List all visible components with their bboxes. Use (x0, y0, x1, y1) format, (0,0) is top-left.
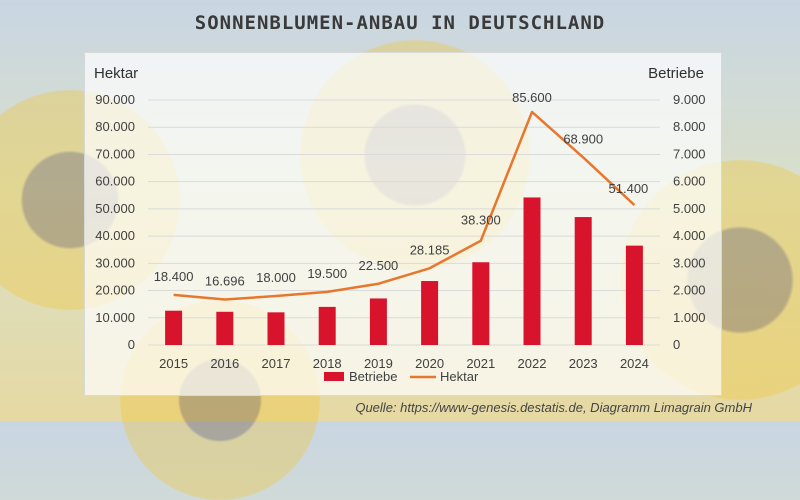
bar-betriebe (165, 311, 182, 345)
y-tick-right: 9.000 (673, 92, 706, 107)
bar-betriebe (524, 197, 541, 345)
bar-betriebe (626, 246, 643, 345)
bar-betriebe (472, 262, 489, 345)
y-tick-left: 60.000 (95, 174, 135, 189)
y-tick-left: 20.000 (95, 283, 135, 298)
data-label-hektar: 38.300 (461, 213, 501, 228)
bar-betriebe (319, 307, 336, 345)
y-tick-right: 1.000 (673, 310, 706, 325)
x-tick-label: 2016 (210, 356, 239, 371)
y-tick-left: 0 (128, 337, 135, 352)
bar-betriebe (216, 312, 233, 345)
bar-betriebe (575, 217, 592, 345)
source-note: Quelle: https://www-genesis.destatis.de,… (0, 400, 752, 415)
y-tick-right: 6.000 (673, 174, 706, 189)
legend-label-hektar: Hektar (440, 369, 479, 384)
y-tick-left: 70.000 (95, 146, 135, 161)
legend-swatch-betriebe (324, 372, 344, 381)
y-tick-left: 40.000 (95, 228, 135, 243)
data-label-hektar: 18.400 (154, 269, 194, 284)
legend-label-betriebe: Betriebe (349, 369, 397, 384)
data-label-hektar: 85.600 (512, 90, 552, 105)
y-tick-right: 5.000 (673, 201, 706, 216)
bar-betriebe (421, 281, 438, 345)
data-label-hektar: 18.000 (256, 270, 296, 285)
y-tick-left: 80.000 (95, 119, 135, 134)
y-tick-left: 30.000 (95, 255, 135, 270)
chart: 18.400 16.696 18.000 19.500 22.500 28.185 38.3… (0, 0, 800, 421)
y-tick-right: 4.000 (673, 228, 706, 243)
x-tick-label: 2023 (569, 356, 598, 371)
y-tick-right: 7.000 (673, 146, 706, 161)
y-tick-right: 8.000 (673, 119, 706, 134)
y-axis-label-right: Betriebe (648, 65, 704, 82)
data-label-hektar: 22.500 (359, 258, 399, 273)
data-label-hektar: 19.500 (307, 266, 347, 281)
data-label-hektar: 16.696 (205, 274, 245, 289)
x-tick-label: 2015 (159, 356, 188, 371)
y-tick-right: 3.000 (673, 255, 706, 270)
bar-betriebe (268, 312, 285, 345)
y-tick-right: 0 (673, 337, 680, 352)
data-label-hektar: 28.185 (410, 242, 450, 257)
bar-betriebe (370, 298, 387, 345)
y-tick-left: 10.000 (95, 310, 135, 325)
data-label-hektar: 51.400 (609, 181, 649, 196)
x-tick-label: 2017 (262, 356, 291, 371)
data-label-hektar: 68.900 (563, 131, 603, 146)
y-tick-right: 2.000 (673, 283, 706, 298)
y-axis-label-left: Hektar (94, 65, 138, 82)
x-tick-label: 2024 (620, 356, 649, 371)
y-tick-left: 90.000 (95, 92, 135, 107)
y-tick-left: 50.000 (95, 201, 135, 216)
x-tick-label: 2018 (313, 356, 342, 371)
x-tick-label: 2022 (518, 356, 547, 371)
